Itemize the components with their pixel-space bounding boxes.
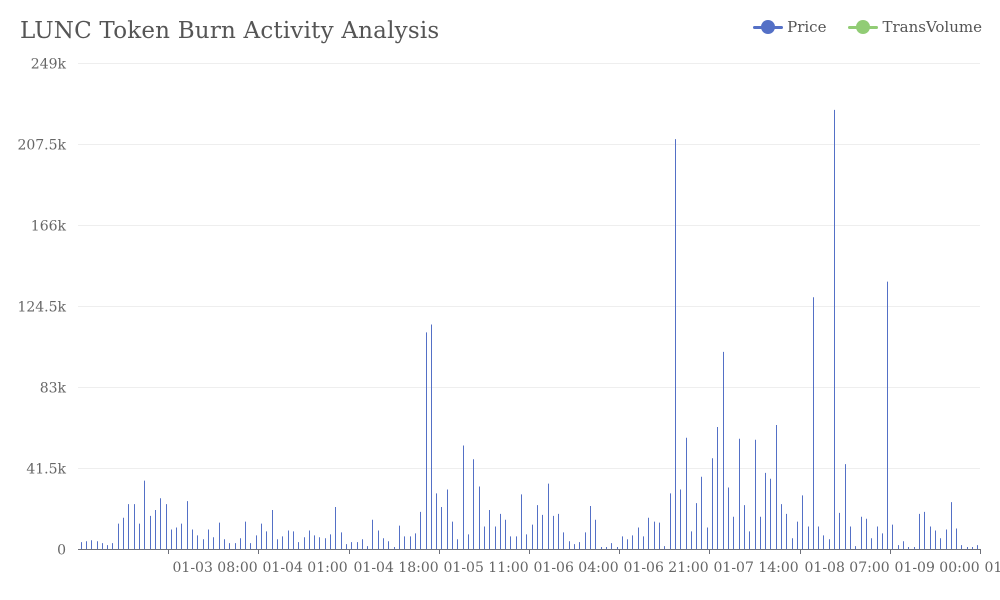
y-tick-label: 83k <box>40 381 67 397</box>
chart-title: LUNC Token Burn Activity Analysis <box>20 18 440 44</box>
x-tick-label: 01-06 04:00 <box>534 560 619 576</box>
grid-lines <box>78 63 980 469</box>
x-tick-label: 01-08 07:00 <box>805 560 890 576</box>
legend-price-marker-icon <box>753 20 784 34</box>
y-tick-label: 0 <box>57 543 66 559</box>
x-axis-labels: 01-03 08:00 01-04 01:00 01-04 18:00 01-05 1… <box>173 560 1000 576</box>
x-axis <box>78 549 981 554</box>
x-tick-label: 01-09 00:00 <box>895 560 980 576</box>
y-tick-label: 124.5k <box>17 300 66 316</box>
legend-item-price[interactable]: Price <box>753 18 826 36</box>
x-tick-label: 01-04 01:00 <box>263 560 348 576</box>
legend-transvolume-marker-icon <box>848 20 879 34</box>
x-tick-label: 01-03 08:00 <box>173 560 258 576</box>
x-tick-label: 01-04 18:00 <box>354 560 439 576</box>
y-axis-labels: 0 41.5k 83k 124.5k 166k 207.5k 249k <box>17 57 66 559</box>
legend-transvolume-label: TransVolume <box>882 18 982 36</box>
y-tick-label: 41.5k <box>26 462 66 478</box>
x-tick-label: 01-07 14:00 <box>714 560 799 576</box>
legend-item-transvolume[interactable]: TransVolume <box>848 18 982 36</box>
x-tick-label: 01-05 11:00 <box>444 560 529 576</box>
y-tick-label: 166k <box>31 219 67 235</box>
chart-legend: Price TransVolume <box>753 18 982 36</box>
y-tick-label: 207.5k <box>17 138 66 154</box>
x-tick-label: 01-09 17:00 <box>985 560 1000 576</box>
legend-price-label: Price <box>787 18 827 36</box>
y-tick-label: 249k <box>31 57 67 73</box>
x-tick-label: 01-06 21:00 <box>624 560 709 576</box>
series-price-bars <box>81 109 978 549</box>
